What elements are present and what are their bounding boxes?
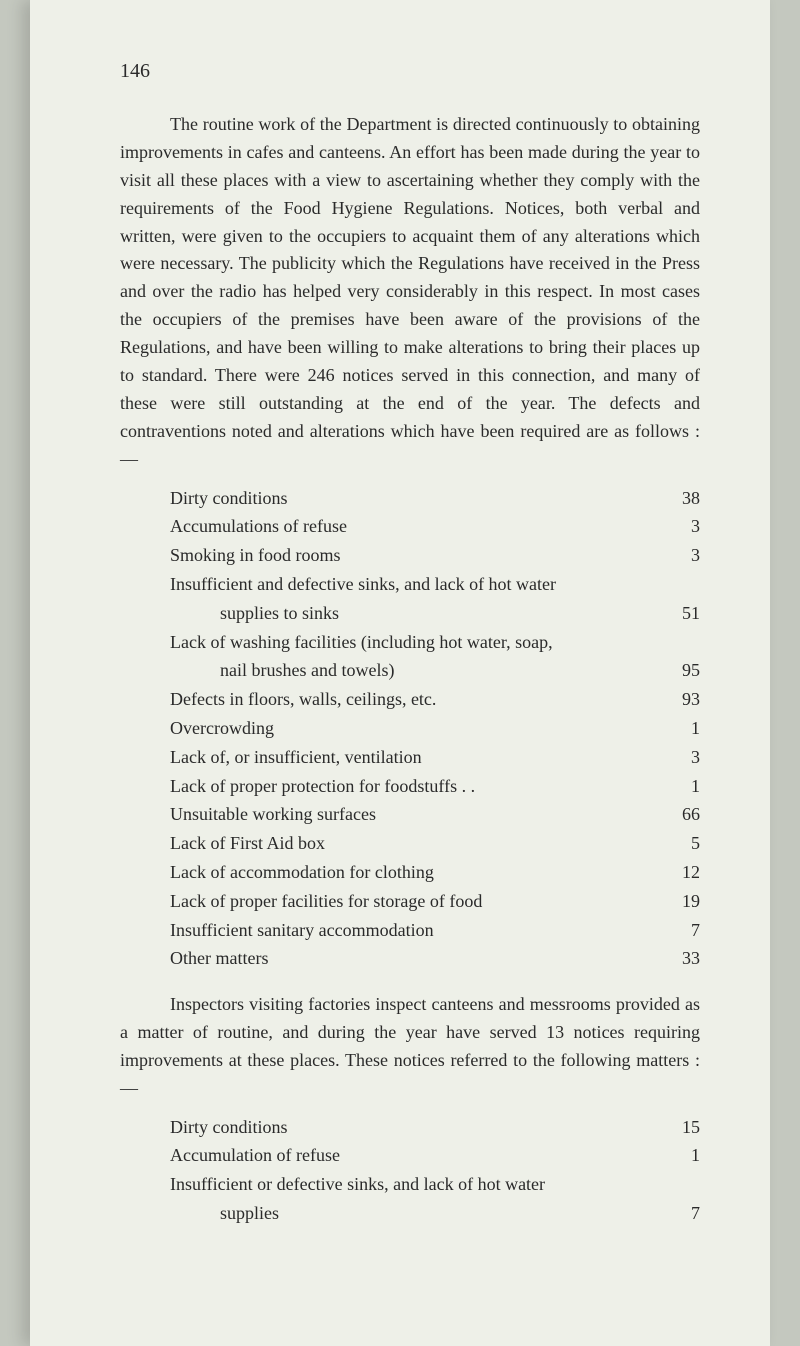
list-item-value: 1 [670, 714, 700, 743]
list-item: Lack of proper facilities for storage of… [170, 887, 700, 916]
list-item-value: 5 [670, 829, 700, 858]
list-item-label: Insufficient and defective sinks, and la… [170, 570, 556, 599]
list-item-value: 66 [670, 800, 700, 829]
list-item: Unsuitable working surfaces 66 [170, 800, 700, 829]
list-item-value: 7 [670, 916, 700, 945]
list-item: Accumulations of refuse 3 [170, 512, 700, 541]
list-item: Smoking in food rooms 3 [170, 541, 700, 570]
list-item-value: 38 [670, 484, 700, 513]
list-item-label: Insufficient or defective sinks, and lac… [170, 1170, 545, 1199]
list-item: supplies 7 [170, 1199, 700, 1228]
list-item-label: Accumulation of refuse [170, 1141, 340, 1170]
list-item-label: supplies [220, 1199, 279, 1228]
list-item-label: Defects in floors, walls, ceilings, etc. [170, 685, 436, 714]
list-item: Lack of First Aid box 5 [170, 829, 700, 858]
list-item-label: Lack of washing facilities (including ho… [170, 628, 553, 657]
paragraph-2: Inspectors visiting factories inspect ca… [120, 991, 700, 1103]
document-page: 146 The routine work of the Department i… [30, 0, 770, 1346]
list-item-value: 1 [670, 772, 700, 801]
list-item-label: Lack of accommodation for clothing [170, 858, 434, 887]
list-item: Lack of washing facilities (including ho… [170, 628, 700, 657]
list-item-label: Lack of First Aid box [170, 829, 325, 858]
list-item-label: Unsuitable working surfaces [170, 800, 376, 829]
list-item-label: Smoking in food rooms [170, 541, 341, 570]
list-item-value: 3 [670, 512, 700, 541]
page-number: 146 [120, 60, 700, 83]
list-item-label: Lack of proper protection for foodstuffs… [170, 772, 475, 801]
list-item-label: Other matters [170, 944, 268, 973]
list-item-value: 93 [670, 685, 700, 714]
list-item-label: Dirty conditions [170, 484, 288, 513]
list-item: Lack of accommodation for clothing 12 [170, 858, 700, 887]
defects-list-1: Dirty conditions38Accumulations of refus… [170, 484, 700, 974]
list-item: Other matters 33 [170, 944, 700, 973]
list-item: Insufficient and defective sinks, and la… [170, 570, 700, 599]
list-item-label: supplies to sinks [220, 599, 339, 628]
list-item-label: Accumulations of refuse [170, 512, 347, 541]
list-item-value: 1 [670, 1141, 700, 1170]
list-item: Lack of, or insufficient, ventilation 3 [170, 743, 700, 772]
list-item-label: Lack of, or insufficient, ventilation [170, 743, 422, 772]
list-item-label: Dirty conditions [170, 1113, 288, 1142]
list-item: nail brushes and towels) 95 [170, 656, 700, 685]
paragraph-1: The routine work of the Department is di… [120, 111, 700, 474]
list-item-value: 15 [670, 1113, 700, 1142]
list-item-label: Lack of proper facilities for storage of… [170, 887, 482, 916]
list-item: Dirty conditions 15 [170, 1113, 700, 1142]
list-item: Accumulation of refuse 1 [170, 1141, 700, 1170]
list-item: Lack of proper protection for foodstuffs… [170, 772, 700, 801]
list-item-value: 3 [670, 541, 700, 570]
list-item: Overcrowding 1 [170, 714, 700, 743]
list-item-value: 95 [670, 656, 700, 685]
list-item-value: 12 [670, 858, 700, 887]
list-item-value: 7 [670, 1199, 700, 1228]
list-item: Insufficient or defective sinks, and lac… [170, 1170, 700, 1199]
list-item-value: 51 [670, 599, 700, 628]
list-item-label: Overcrowding [170, 714, 274, 743]
list-item-value: 33 [670, 944, 700, 973]
list-item-label: Insufficient sanitary accommodation [170, 916, 434, 945]
list-item-value: 19 [670, 887, 700, 916]
list-item: Defects in floors, walls, ceilings, etc.… [170, 685, 700, 714]
list-item: Insufficient sanitary accommodation 7 [170, 916, 700, 945]
list-item-value: 3 [670, 743, 700, 772]
list-item: Dirty conditions 38 [170, 484, 700, 513]
defects-list-2: Dirty conditions15Accumulation of refuse… [170, 1113, 700, 1228]
list-item-label: nail brushes and towels) [220, 656, 394, 685]
list-item: supplies to sinks 51 [170, 599, 700, 628]
